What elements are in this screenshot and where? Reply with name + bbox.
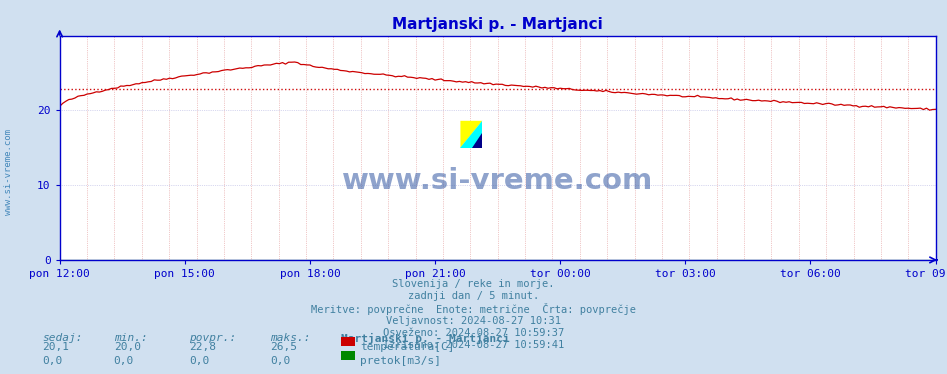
Text: Slovenija / reke in morje.: Slovenija / reke in morje. bbox=[392, 279, 555, 289]
Text: 20,1: 20,1 bbox=[43, 342, 70, 352]
Text: pretok[m3/s]: pretok[m3/s] bbox=[360, 356, 441, 367]
Text: sedaj:: sedaj: bbox=[43, 333, 83, 343]
Text: Osveženo: 2024-08-27 10:59:37: Osveženo: 2024-08-27 10:59:37 bbox=[383, 328, 564, 338]
Polygon shape bbox=[460, 121, 482, 148]
Text: povpr.:: povpr.: bbox=[189, 333, 237, 343]
Text: 20,0: 20,0 bbox=[114, 342, 141, 352]
Polygon shape bbox=[473, 133, 482, 148]
Text: 0,0: 0,0 bbox=[43, 356, 63, 367]
Text: Veljavnost: 2024-08-27 10:31: Veljavnost: 2024-08-27 10:31 bbox=[386, 316, 561, 326]
Text: 0,0: 0,0 bbox=[270, 356, 290, 367]
Title: Martjanski p. - Martjanci: Martjanski p. - Martjanci bbox=[392, 16, 603, 31]
Text: maks.:: maks.: bbox=[270, 333, 311, 343]
Text: Martjanski p. - Martjanci: Martjanski p. - Martjanci bbox=[341, 333, 509, 344]
Text: 0,0: 0,0 bbox=[114, 356, 134, 367]
Text: min.:: min.: bbox=[114, 333, 148, 343]
Text: 26,5: 26,5 bbox=[270, 342, 297, 352]
Text: Izrisano: 2024-08-27 10:59:41: Izrisano: 2024-08-27 10:59:41 bbox=[383, 340, 564, 350]
Text: 0,0: 0,0 bbox=[189, 356, 209, 367]
Text: Meritve: povprečne  Enote: metrične  Črta: povprečje: Meritve: povprečne Enote: metrične Črta:… bbox=[311, 303, 636, 315]
Text: www.si-vreme.com: www.si-vreme.com bbox=[342, 168, 653, 195]
Text: 22,8: 22,8 bbox=[189, 342, 217, 352]
Text: www.si-vreme.com: www.si-vreme.com bbox=[4, 129, 13, 215]
Polygon shape bbox=[460, 121, 482, 148]
Text: zadnji dan / 5 minut.: zadnji dan / 5 minut. bbox=[408, 291, 539, 301]
Text: temperatura[C]: temperatura[C] bbox=[360, 342, 455, 352]
